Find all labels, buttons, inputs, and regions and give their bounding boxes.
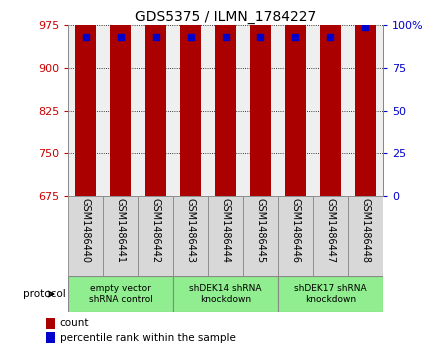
Bar [250,0,271,196]
Bar [243,196,278,276]
Bar [180,0,201,196]
Bar [68,276,173,312]
Text: protocol: protocol [23,289,66,299]
Bar [355,0,376,196]
Text: GSM1486446: GSM1486446 [290,199,301,264]
Bar [278,276,383,312]
Bar [208,196,243,276]
Bar [68,196,103,276]
Title: GDS5375 / ILMN_1784227: GDS5375 / ILMN_1784227 [135,11,316,24]
Bar [173,276,278,312]
Bar [145,0,166,196]
Bar [75,0,96,196]
Bar [285,0,306,196]
Text: percentile rank within the sample: percentile rank within the sample [60,333,235,343]
Bar [278,196,313,276]
Bar [348,196,383,276]
Text: empty vector
shRNA control: empty vector shRNA control [89,284,153,304]
Point [152,34,159,40]
Text: GSM1486445: GSM1486445 [256,199,265,264]
Point [117,34,124,40]
Bar [110,0,131,196]
Text: GSM1486448: GSM1486448 [360,199,370,264]
Text: shDEK14 shRNA
knockdown: shDEK14 shRNA knockdown [189,284,262,304]
Text: GSM1486442: GSM1486442 [150,199,161,264]
Text: shDEK17 shRNA
knockdown: shDEK17 shRNA knockdown [294,284,367,304]
Bar [173,196,208,276]
Text: GSM1486447: GSM1486447 [325,199,335,264]
Text: GSM1486443: GSM1486443 [186,199,195,264]
Bar [46,333,55,343]
Point [327,34,334,40]
Text: GSM1486441: GSM1486441 [116,199,126,264]
Text: GSM1486440: GSM1486440 [81,199,91,264]
Bar [46,318,55,329]
Bar [138,196,173,276]
Text: count: count [60,318,89,329]
Point [187,34,194,40]
Point [82,34,89,40]
Bar [320,0,341,196]
Bar [313,196,348,276]
Bar [215,0,236,196]
Point [257,34,264,40]
Text: GSM1486444: GSM1486444 [220,199,231,264]
Bar [103,196,138,276]
Point [222,34,229,40]
Point [292,34,299,40]
Point [362,24,369,30]
